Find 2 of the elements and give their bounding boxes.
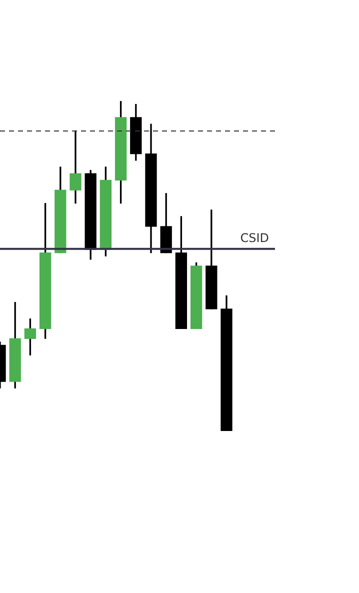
- ref-line-label: CSID: [240, 230, 269, 245]
- candlestick: [70, 130, 82, 204]
